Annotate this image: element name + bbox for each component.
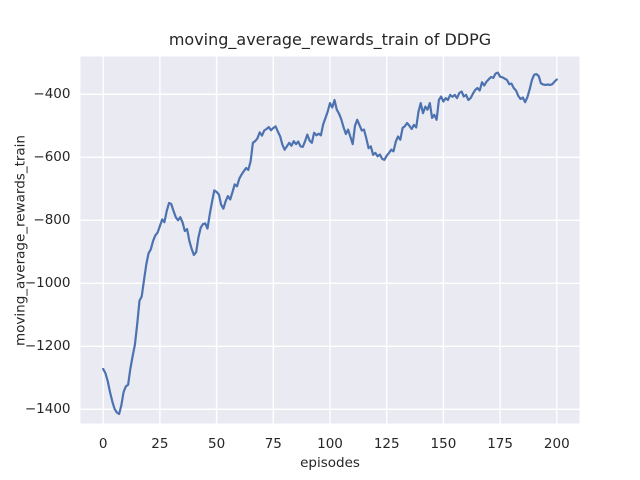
x-tick-label: 75: [264, 436, 282, 452]
x-tick-label: 100: [317, 436, 343, 452]
x-tick-label: 0: [98, 436, 108, 452]
y-tick-label: −600: [33, 148, 71, 165]
y-tick-label: −1000: [24, 274, 71, 291]
x-tick-label: 50: [207, 436, 226, 452]
y-tick-label: −400: [33, 85, 71, 102]
x-tick-label: 200: [543, 436, 570, 452]
y-tick-label: −1200: [24, 337, 71, 354]
x-tick-label: 175: [487, 436, 513, 452]
y-tick-label: −1400: [24, 400, 71, 417]
x-axis-label: episodes: [300, 455, 360, 471]
x-tick-label: 125: [373, 436, 400, 452]
grid-lines: [80, 56, 580, 424]
x-tick-label: 25: [151, 436, 169, 452]
reward-line: [102, 71, 558, 416]
x-tick-label: 150: [430, 436, 457, 452]
y-tick-label: −800: [33, 211, 71, 228]
chart-title: moving_average_rewards_train of DDPG: [168, 30, 492, 49]
